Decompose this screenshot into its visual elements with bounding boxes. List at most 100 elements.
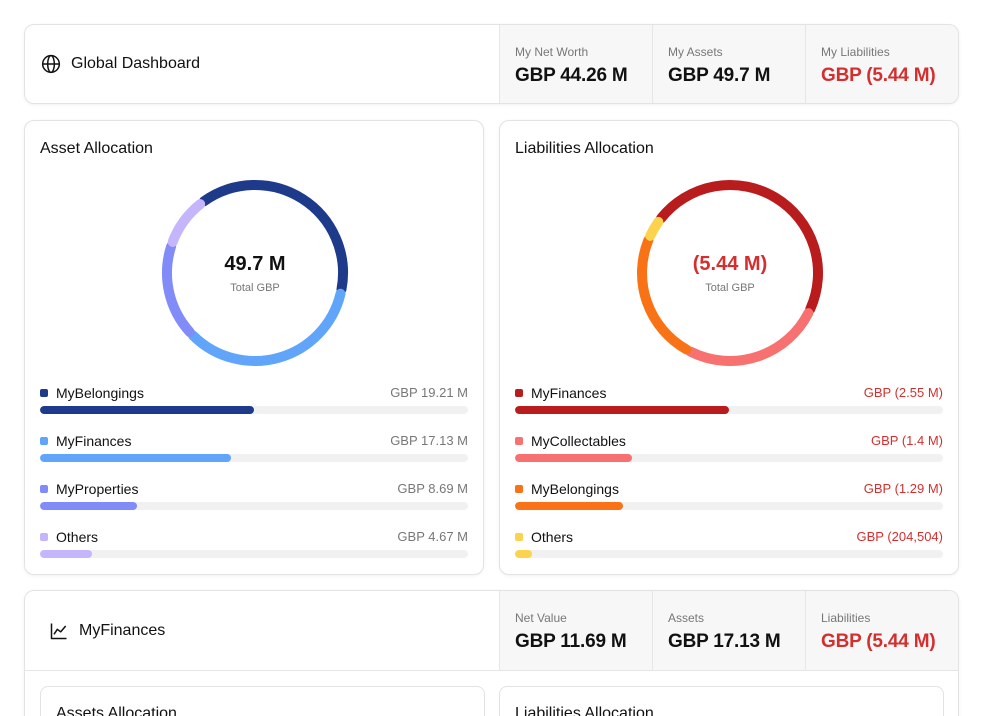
assets-stat: My Assets GBP 49.7 M [652, 25, 805, 103]
legend-dot [515, 532, 523, 541]
liabilities-allocation-card: Liabilities Allocation (5.44 M) Total GB… [499, 120, 959, 575]
stat-label: My Liabilities [821, 45, 890, 59]
progress-bar [515, 502, 943, 510]
stat-label: Assets [668, 611, 705, 625]
asset-row-mybelongings[interactable]: MyBelongings GBP 19.21 M [40, 384, 468, 432]
progress-bar-fill [515, 454, 633, 462]
row-value: GBP 8.69 M [397, 481, 468, 496]
legend-dot [515, 388, 523, 397]
legend-dot [40, 436, 48, 445]
liabilities-allocation-list: MyFinances GBP (2.55 M) MyCollectables G… [515, 384, 943, 574]
progress-bar-fill [40, 550, 93, 558]
asset-allocation-title: Asset Allocation [40, 140, 153, 157]
asset-total-label: Total GBP [230, 281, 280, 294]
row-value: GBP (204,504) [856, 529, 943, 544]
asset-donut-chart [162, 180, 348, 366]
line-chart-icon [49, 621, 69, 641]
progress-bar-fill [40, 406, 254, 414]
liabilities-donut-chart [637, 180, 823, 366]
progress-bar [40, 550, 468, 558]
dashboard-title-text: Global Dashboard [71, 55, 200, 72]
progress-bar [40, 406, 468, 414]
row-name: MyBelongings [56, 384, 144, 401]
dashboard-title: Global Dashboard [25, 25, 499, 103]
donut-segment-mybelongings[interactable] [198, 180, 348, 295]
liabilities-stat: My Liabilities GBP (5.44 M) [805, 25, 958, 103]
row-value: GBP (1.4 M) [870, 433, 943, 448]
stat-value: GBP (5.44 M) [821, 65, 936, 86]
legend-dot [40, 484, 48, 493]
legend-dot [515, 436, 523, 445]
mf-assets-allocation-card: Assets Allocation [40, 686, 485, 716]
progress-bar-fill [515, 406, 729, 414]
row-value: GBP (2.55 M) [863, 385, 943, 400]
progress-bar [515, 454, 943, 462]
stat-label: Liabilities [821, 611, 871, 625]
legend-dot [40, 532, 48, 541]
mf-liabilities-allocation-card: Liabilities Allocation [499, 686, 944, 716]
stat-value: GBP 44.26 M [515, 65, 628, 86]
liabilities-donut-center: (5.44 M) Total GBP [630, 173, 830, 373]
progress-bar [515, 550, 943, 558]
myfinances-title: MyFinances [25, 591, 499, 670]
asset-donut-center: 49.7 M Total GBP [155, 173, 355, 373]
liability-row-myfinances[interactable]: MyFinances GBP (2.55 M) [515, 384, 943, 432]
progress-bar-fill [515, 502, 624, 510]
donut-segment-mybelongings[interactable] [637, 235, 692, 355]
asset-allocation-list: MyBelongings GBP 19.21 M MyFinances GBP … [40, 384, 468, 574]
liability-row-mycollectables[interactable]: MyCollectables GBP (1.4 M) [515, 432, 943, 480]
row-name: MyFinances [531, 384, 607, 401]
asset-row-myfinances[interactable]: MyFinances GBP 17.13 M [40, 432, 468, 480]
row-value: GBP 4.67 M [397, 529, 468, 544]
donut-segment-others[interactable] [167, 199, 206, 247]
mf-liabilities-stat: Liabilities GBP (5.44 M) [805, 591, 958, 670]
liabilities-allocation-title: Liabilities Allocation [515, 140, 654, 157]
row-name: MyBelongings [531, 480, 619, 497]
row-name: Others [531, 528, 574, 545]
stat-value: GBP 17.13 M [668, 631, 781, 652]
row-name: MyCollectables [531, 432, 626, 449]
stat-value: GBP 49.7 M [668, 65, 771, 86]
row-value: GBP 17.13 M [390, 433, 468, 448]
myfinances-section: MyFinances Net Value GBP 11.69 M Assets … [24, 590, 959, 716]
asset-row-myproperties[interactable]: MyProperties GBP 8.69 M [40, 480, 468, 528]
progress-bar [515, 406, 943, 414]
row-value: GBP 19.21 M [390, 385, 468, 400]
donut-segment-myfinances[interactable] [188, 288, 346, 366]
row-value: GBP (1.29 M) [863, 481, 943, 496]
donut-segment-myproperties[interactable] [162, 241, 195, 338]
net-value-stat: Net Value GBP 11.69 M [499, 591, 652, 670]
progress-bar-fill [40, 502, 137, 510]
progress-bar-fill [515, 550, 533, 558]
legend-dot [515, 484, 523, 493]
globe-icon [41, 54, 61, 74]
donut-segment-myfinances[interactable] [656, 180, 823, 314]
global-dashboard-header: Global Dashboard My Net Worth GBP 44.26 … [24, 24, 959, 104]
progress-bar [40, 454, 468, 462]
mf-liabilities-allocation-title: Liabilities Allocation [515, 705, 654, 716]
mf-assets-stat: Assets GBP 17.13 M [652, 591, 805, 670]
row-name: Others [56, 528, 99, 545]
myfinances-title-text: MyFinances [79, 621, 166, 639]
row-name: MyProperties [56, 480, 139, 497]
net-worth-stat: My Net Worth GBP 44.26 M [499, 25, 652, 103]
donut-segment-others[interactable] [645, 216, 664, 241]
mf-assets-allocation-title: Assets Allocation [56, 705, 177, 716]
stat-value: GBP (5.44 M) [821, 631, 936, 652]
stat-label: My Assets [668, 45, 723, 59]
liability-row-mybelongings[interactable]: MyBelongings GBP (1.29 M) [515, 480, 943, 528]
progress-bar-fill [40, 454, 231, 462]
legend-dot [40, 388, 48, 397]
liability-row-others[interactable]: Others GBP (204,504) [515, 528, 943, 574]
asset-row-others[interactable]: Others GBP 4.67 M [40, 528, 468, 574]
donut-segment-mycollectables[interactable] [685, 308, 814, 366]
liabilities-total-label: Total GBP [705, 281, 755, 294]
stat-value: GBP 11.69 M [515, 631, 627, 652]
stat-label: Net Value [515, 611, 567, 625]
asset-allocation-card: Asset Allocation 49.7 M Total GBP MyBelo… [24, 120, 484, 575]
liabilities-total-value: (5.44 M) [692, 252, 768, 275]
row-name: MyFinances [56, 432, 132, 449]
progress-bar [40, 502, 468, 510]
stat-label: My Net Worth [515, 45, 589, 59]
asset-total-value: 49.7 M [224, 252, 286, 275]
